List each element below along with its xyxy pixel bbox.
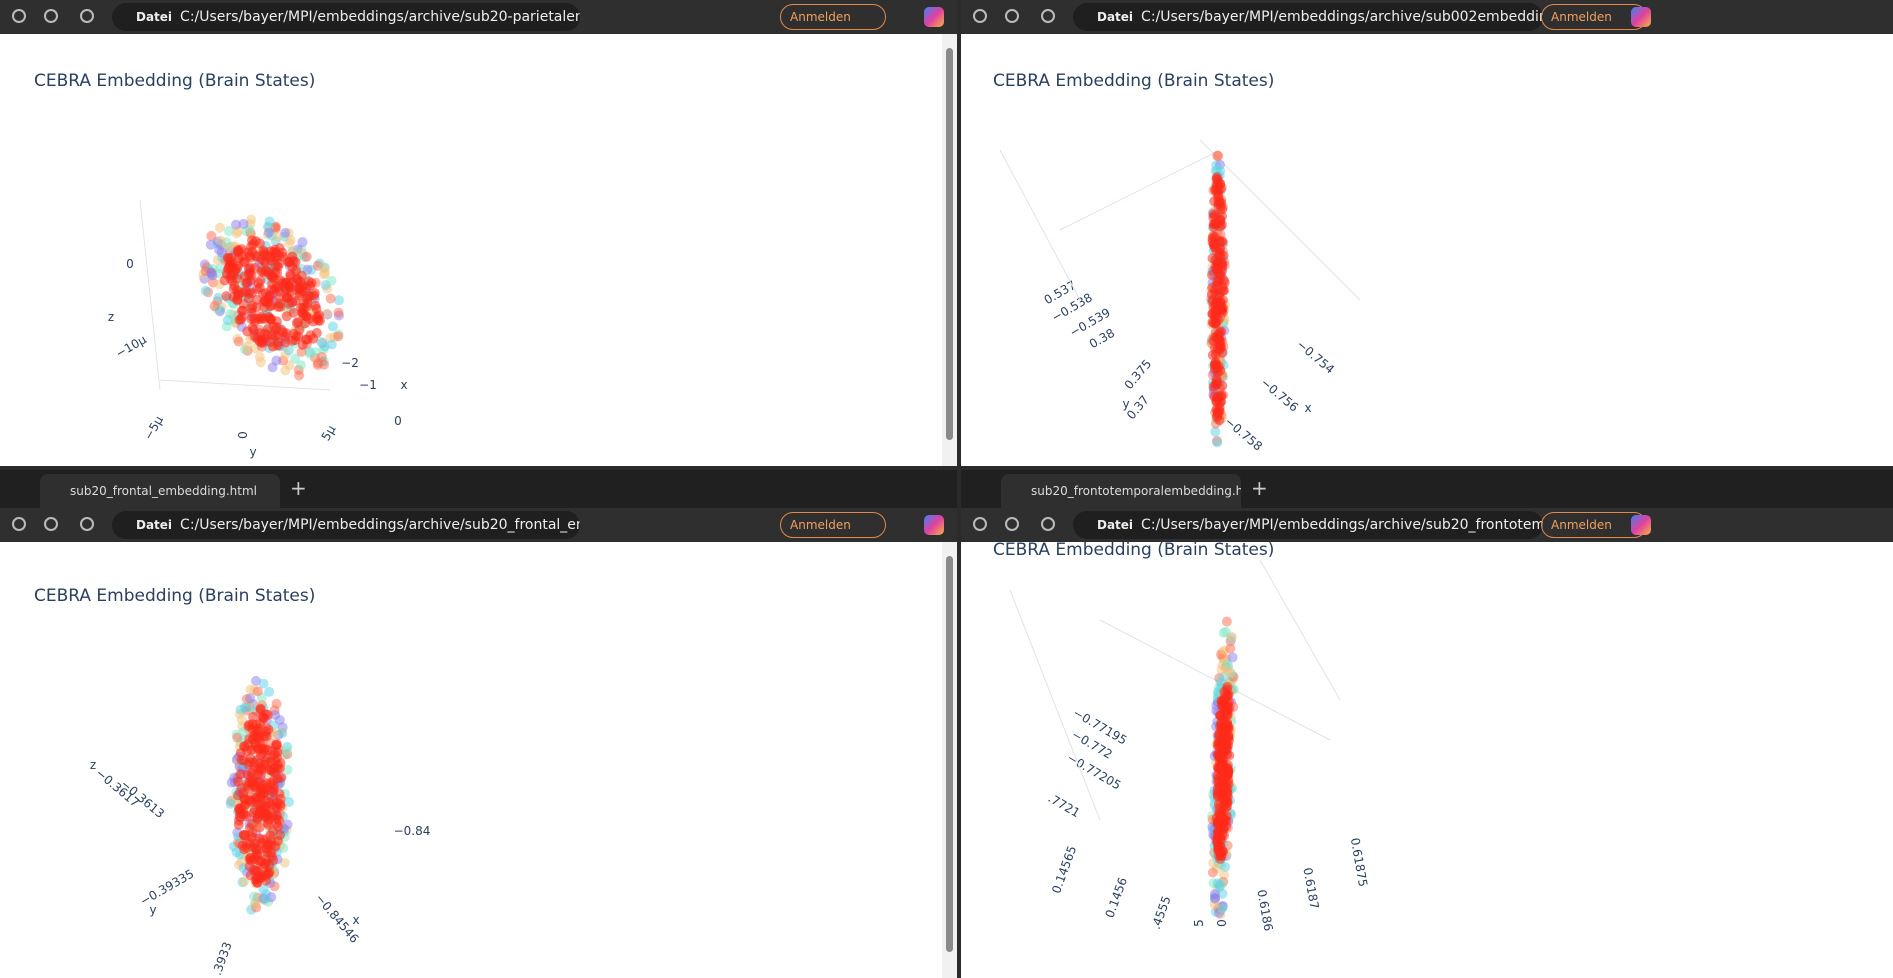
url-field[interactable]: Datei C:/Users/bayer/MPI/embeddings/archi…	[1073, 511, 1543, 539]
copilot-icon[interactable]	[924, 7, 944, 27]
file-info: Datei	[136, 518, 173, 532]
scroll-thumb	[946, 556, 953, 952]
tab-strip: sub20_frontal_embedding.html +	[0, 470, 957, 508]
url-field[interactable]: Datei C:/Users/bayer/MPI/embeddings/archi…	[112, 3, 580, 31]
page-content	[0, 542, 957, 978]
page-content	[0, 34, 957, 466]
file-info: Datei	[1097, 518, 1134, 532]
new-tab[interactable]: +	[290, 476, 307, 500]
browser-window: sub20_frontotemporalembedding.html + Datei…	[961, 470, 1893, 978]
url-field[interactable]: Datei C:/Users/bayer/MPI/embeddings/archi…	[112, 511, 580, 539]
tab[interactable]: sub20_frontotemporalembedding.html	[1001, 474, 1241, 508]
refresh-button[interactable]	[1005, 517, 1019, 531]
file-info: Datei	[136, 10, 173, 24]
copilot-icon[interactable]	[1631, 7, 1651, 27]
scroll-thumb	[946, 48, 953, 440]
url: C:/Users/bayer/MPI/embeddings/archive/su…	[180, 9, 580, 25]
browser-window: Datei C:/Users/bayer/MPI/embeddings/archi…	[0, 0, 957, 466]
refresh-button[interactable]	[44, 517, 58, 531]
back-button[interactable]	[12, 9, 26, 23]
url: C:/Users/bayer/MPI/embeddings/archive/su…	[180, 517, 580, 533]
home-button[interactable]	[80, 517, 94, 531]
account-button[interactable]: Anmelden	[780, 512, 886, 538]
address-bar: Datei C:/Users/bayer/MPI/embeddings/archi…	[961, 0, 1893, 34]
back-button[interactable]	[973, 517, 987, 531]
scrollbar	[942, 542, 957, 978]
tab-strip: sub20_frontotemporalembedding.html +	[961, 470, 1893, 508]
address-bar: Datei C:/Users/bayer/MPI/embeddings/archi…	[0, 508, 957, 542]
copilot-icon[interactable]	[1631, 515, 1651, 535]
home-button[interactable]	[1041, 517, 1055, 531]
address-bar: Datei C:/Users/bayer/MPI/embeddings/archi…	[0, 0, 957, 34]
url-field[interactable]: Datei C:/Users/bayer/MPI/embeddings/archi…	[1073, 3, 1543, 31]
browser-window: sub20_frontal_embedding.html + Datei C:/Use…	[0, 470, 957, 978]
url: C:/Users/bayer/MPI/embeddings/archive/su…	[1141, 9, 1543, 25]
tab[interactable]: sub20_frontal_embedding.html	[40, 474, 280, 508]
file-info: Datei	[1097, 10, 1134, 24]
browser-window: Datei C:/Users/bayer/MPI/embeddings/archi…	[961, 0, 1893, 466]
page-content	[961, 542, 1893, 978]
scrollbar	[942, 34, 957, 466]
copilot-icon[interactable]	[924, 515, 944, 535]
account-button[interactable]: Anmelden	[780, 4, 886, 30]
back-button[interactable]	[973, 9, 987, 23]
page-content	[961, 34, 1893, 466]
new-tab[interactable]: +	[1251, 476, 1268, 500]
address-bar: Datei C:/Users/bayer/MPI/embeddings/archi…	[961, 508, 1893, 542]
home-button[interactable]	[80, 9, 94, 23]
refresh-button[interactable]	[44, 9, 58, 23]
home-button[interactable]	[1041, 9, 1055, 23]
refresh-button[interactable]	[1005, 9, 1019, 23]
back-button[interactable]	[12, 517, 26, 531]
url: C:/Users/bayer/MPI/embeddings/archive/su…	[1141, 517, 1543, 533]
